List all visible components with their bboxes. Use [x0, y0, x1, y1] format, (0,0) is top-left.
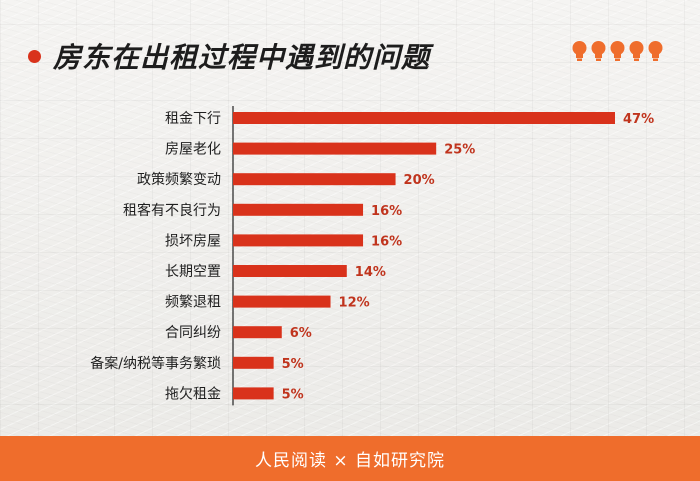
category-label: 合同纠纷 [165, 325, 221, 341]
bulb-icon [629, 41, 644, 61]
bar [233, 203, 364, 216]
data-label: 20% [404, 173, 435, 188]
bar [233, 265, 347, 277]
category-label: 房屋老化 [165, 142, 221, 158]
data-label: 16% [371, 204, 402, 219]
data-label: 16% [371, 234, 402, 249]
data-label: 6% [290, 326, 312, 341]
bar [233, 112, 615, 124]
bar [233, 356, 274, 369]
data-label: 47% [623, 112, 654, 127]
data-label: 25% [444, 143, 475, 158]
data-label: 12% [339, 296, 370, 311]
category-label: 频繁退租 [165, 295, 221, 311]
category-label: 租金下行 [165, 111, 221, 127]
bar [233, 234, 364, 247]
bar [233, 295, 331, 308]
page-title: 房东在出租过程中遇到的问题 [53, 41, 431, 74]
footer-credit: 人民阅读 × 自如研究院 [254, 451, 446, 471]
category-label: 损坏房屋 [165, 233, 221, 249]
bar [233, 326, 282, 339]
title-bullet-icon [28, 49, 41, 63]
bulb-decoration [571, 40, 664, 62]
bar [233, 173, 396, 186]
data-label: 14% [355, 265, 386, 280]
category-label: 备案/纳税等事务繁琐 [90, 355, 221, 372]
footer-bar: 人民阅读 × 自如研究院 [0, 436, 700, 481]
bar [233, 142, 437, 155]
data-label: 5% [282, 387, 304, 402]
data-label: 5% [282, 357, 304, 372]
category-label: 拖欠租金 [165, 386, 221, 402]
category-label: 政策频繁变动 [137, 171, 221, 188]
bulb-icon [572, 41, 587, 61]
category-label: 长期空置 [165, 264, 221, 280]
bar [233, 387, 274, 400]
bulb-icon [610, 41, 625, 61]
bulb-icon [648, 41, 663, 61]
bulb-icon [591, 41, 606, 61]
title-bar: 房东在出租过程中遇到的问题 [28, 36, 430, 76]
category-label: 租客有不良行为 [123, 202, 221, 219]
